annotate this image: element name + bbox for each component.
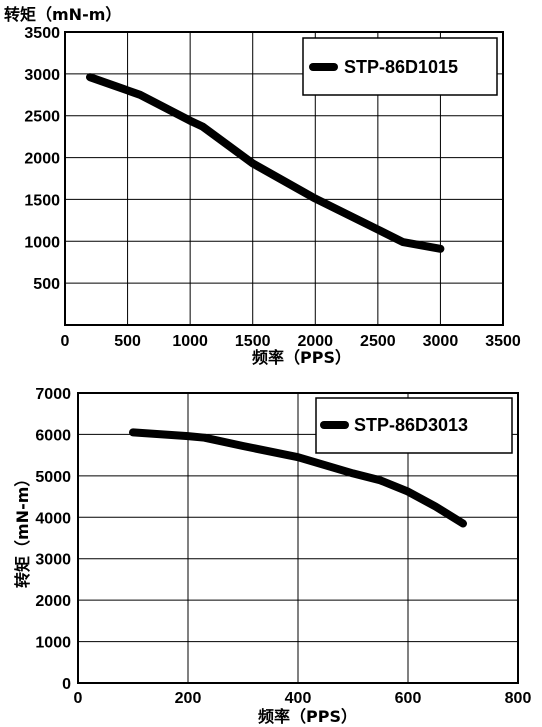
x-tick-label: 400 — [285, 690, 312, 707]
y-tick-label: 6000 — [35, 427, 71, 444]
legend-label: STP-86D3013 — [354, 415, 468, 435]
x-tick-label: 2000 — [297, 333, 333, 350]
chart-bottom-plot-frame — [77, 392, 519, 684]
y-tick-label: 500 — [33, 276, 60, 293]
y-tick-label: 1000 — [24, 234, 60, 251]
x-tick-label: 500 — [114, 333, 141, 350]
series-line-stp-86d3013 — [129, 428, 467, 528]
series-line-stp-86d1015 — [86, 73, 445, 253]
x-tick-label: 3500 — [485, 333, 521, 350]
y-tick-label: 7000 — [35, 386, 71, 403]
y-tick-label: 1000 — [35, 635, 71, 652]
x-tick-label: 800 — [505, 690, 532, 707]
x-tick-label: 200 — [175, 690, 202, 707]
chart-top: 转矩（mN-m） 500 1000 1500 2000 2500 3000 3500 0 50… — [4, 5, 521, 367]
chart-bottom-xlabel: 频率（PPS） — [258, 707, 357, 726]
y-tick-label: 2000 — [35, 593, 71, 610]
x-tick-label: 3000 — [423, 333, 459, 350]
legend-label: STP-86D1015 — [344, 57, 458, 77]
y-tick-label: 3500 — [24, 25, 60, 42]
y-tick-label: 5000 — [35, 469, 71, 486]
chart-top-plot-frame — [64, 31, 504, 326]
x-tick-label: 1000 — [172, 333, 208, 350]
chart-top-ylabel: 转矩（mN-m） — [4, 5, 121, 24]
chart-top-legend: STP-86D1015 — [302, 37, 498, 96]
x-tick-label: 0 — [74, 690, 83, 707]
x-tick-label: 600 — [395, 690, 422, 707]
chart-bottom: 转矩（mN-m） 0 1000 2000 3000 4000 5000 6000 7000 0… — [13, 386, 531, 726]
y-tick-label: 1500 — [24, 192, 60, 209]
y-tick-label: 2000 — [24, 151, 60, 168]
y-tick-label: 0 — [62, 676, 71, 693]
y-tick-label: 3000 — [35, 552, 71, 569]
legend-box — [302, 37, 498, 96]
y-tick-label: 2500 — [24, 109, 60, 126]
chart-bottom-legend: STP-86D3013 — [315, 397, 513, 454]
y-tick-label: 3000 — [24, 67, 60, 84]
x-tick-label: 1500 — [235, 333, 271, 350]
y-tick-label: 4000 — [35, 510, 71, 527]
x-tick-label: 0 — [61, 333, 70, 350]
chart-bottom-ylabel: 转矩（mN-m） — [13, 471, 32, 588]
chart-top-xlabel: 频率（PPS） — [252, 348, 351, 367]
x-tick-label: 2500 — [360, 333, 396, 350]
